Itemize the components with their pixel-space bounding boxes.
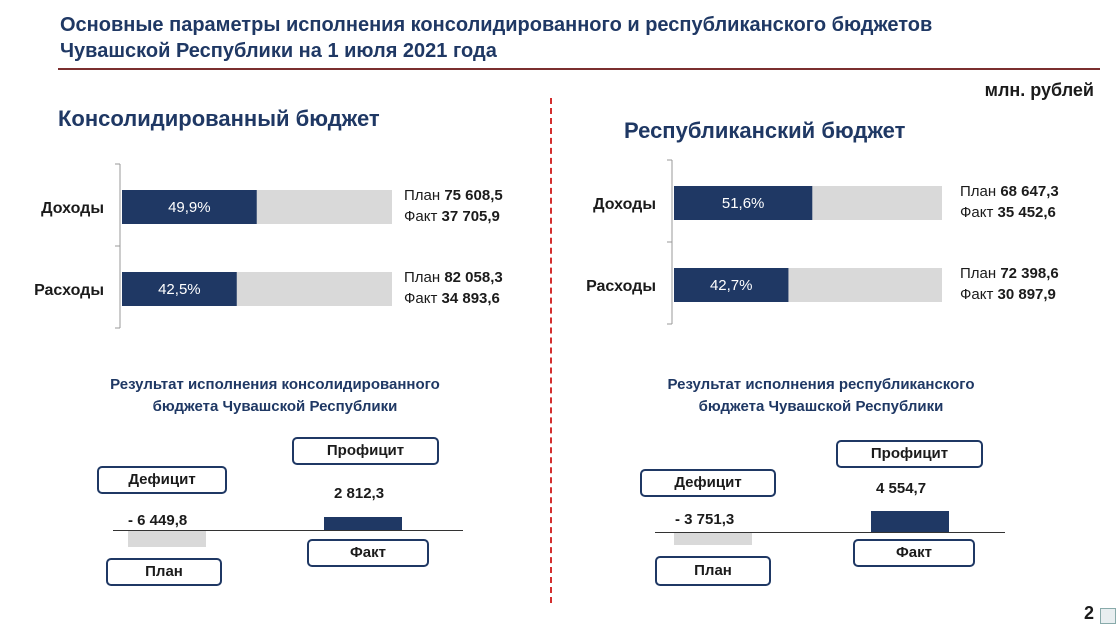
consolidated-percent-label-1: 42,5% xyxy=(158,281,201,298)
republican-plan-series-name-0: План xyxy=(960,183,1000,200)
republican-fact-bar-1 xyxy=(674,268,789,302)
slide-title-line1: Основные параметры исполнения консолидир… xyxy=(60,14,933,36)
slide-title: Основные параметры исполнения консолидир… xyxy=(60,12,1100,64)
consolidated-chart: Доходы 49,9% План 75 608,5 Факт 37 705,9 Рас… xyxy=(0,150,550,340)
consolidated-result-axis xyxy=(113,530,463,531)
republican-chart: Доходы 51,6% План 68 647,3 Факт 35 452,6 Рас… xyxy=(552,150,1112,340)
consolidated-plan-box: План xyxy=(106,558,222,586)
consolidated-fact-bar xyxy=(324,517,402,530)
consolidated-deficit-value: - 6 449,8 xyxy=(128,512,188,529)
section-divider xyxy=(550,98,552,603)
consolidated-fact-amount-0: 37 705,9 xyxy=(442,208,500,225)
consolidated-plan-amount-0: 75 608,5 xyxy=(444,187,502,204)
consolidated-fact-value-0: Факт 37 705,9 xyxy=(404,208,500,225)
consolidated-plan-series-name-1: План xyxy=(404,269,444,286)
consolidated-fact-series-name-0: Факт xyxy=(404,208,442,225)
consolidated-result-title-line2: бюджета Чувашской Республики xyxy=(152,398,398,415)
consolidated-plan-amount-1: 82 058,3 xyxy=(444,269,502,286)
republican-plan-series-name-1: План xyxy=(960,265,1000,282)
republican-percent-label-1: 42,7% xyxy=(710,277,753,294)
republican-result-title: Результат исполнения республиканского бю… xyxy=(586,374,1056,418)
republican-plan-value-0: План 68 647,3 xyxy=(960,183,1059,200)
republican-title: Республиканский бюджет xyxy=(624,118,906,143)
republican-percent-label-0: 51,6% xyxy=(722,195,765,212)
consolidated-fact-value-1: Факт 34 893,6 xyxy=(404,290,500,307)
republican-plan-box: План xyxy=(655,556,771,586)
consolidated-plan-series-name-0: План xyxy=(404,187,444,204)
consolidated-result-title: Результат исполнения консолидированного … xyxy=(40,374,510,418)
republican-deficit-box: Дефицит xyxy=(640,469,776,497)
consolidated-fact-box: Факт xyxy=(307,539,429,567)
title-underline xyxy=(58,68,1100,70)
republican-plan-value-1: План 72 398,6 xyxy=(960,265,1059,282)
republican-result-title-line2: бюджета Чувашской Республики xyxy=(698,398,944,415)
unit-label: млн. рублей xyxy=(984,80,1094,100)
consolidated-surplus-box: Профицит xyxy=(292,437,439,465)
consolidated-result-title-line1: Результат исполнения консолидированного xyxy=(110,376,440,393)
republican-surplus-box: Профицит xyxy=(836,440,983,468)
republican-plan-amount-1: 72 398,6 xyxy=(1000,265,1058,282)
page-number: 2 xyxy=(1083,603,1094,623)
expand-icon[interactable] xyxy=(1100,608,1116,624)
consolidated-title: Консолидированный бюджет xyxy=(58,106,380,131)
republican-fact-series-name-1: Факт xyxy=(960,286,998,303)
consolidated-fact-amount-1: 34 893,6 xyxy=(442,290,500,307)
consolidated-deficit-box: Дефицит xyxy=(97,466,227,494)
republican-fact-value-1: Факт 30 897,9 xyxy=(960,286,1056,303)
consolidated-fact-series-name-1: Факт xyxy=(404,290,442,307)
republican-result-axis xyxy=(655,532,1005,533)
consolidated-fact-bar-0 xyxy=(122,190,257,224)
consolidated-percent-label-0: 49,9% xyxy=(168,199,211,216)
consolidated-plan-bar xyxy=(128,531,206,547)
republican-fact-box: Факт xyxy=(853,539,975,567)
republican-result-title-line1: Результат исполнения республиканского xyxy=(667,376,975,393)
republican-surplus-value: 4 554,7 xyxy=(876,480,927,497)
republican-category-label-0: Доходы xyxy=(593,196,656,213)
consolidated-category-label-0: Доходы xyxy=(41,200,104,217)
consolidated-plan-value-0: План 75 608,5 xyxy=(404,187,503,204)
republican-fact-bar xyxy=(871,511,949,532)
republican-deficit-value: - 3 751,3 xyxy=(675,511,735,528)
republican-fact-amount-0: 35 452,6 xyxy=(998,204,1056,221)
republican-fact-amount-1: 30 897,9 xyxy=(998,286,1056,303)
consolidated-surplus-value: 2 812,3 xyxy=(334,485,385,502)
consolidated-plan-value-1: План 82 058,3 xyxy=(404,269,503,286)
consolidated-fact-bar-1 xyxy=(122,272,237,306)
consolidated-category-label-1: Расходы xyxy=(34,282,104,299)
republican-fact-bar-0 xyxy=(674,186,813,220)
republican-plan-amount-0: 68 647,3 xyxy=(1000,183,1058,200)
republican-plan-bar xyxy=(674,533,752,546)
republican-fact-series-name-0: Факт xyxy=(960,204,998,221)
slide-title-line2: Чувашской Республики на 1 июля 2021 года xyxy=(60,40,497,62)
republican-fact-value-0: Факт 35 452,6 xyxy=(960,204,1056,221)
republican-category-label-1: Расходы xyxy=(586,278,656,295)
